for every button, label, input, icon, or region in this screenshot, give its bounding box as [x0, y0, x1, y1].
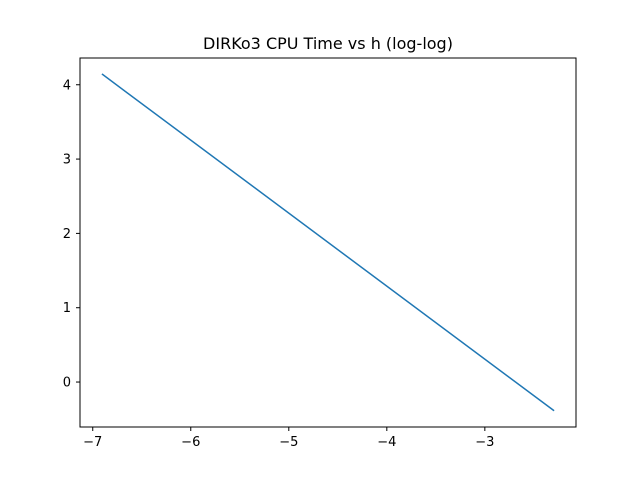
- chart-title: DIRKo3 CPU Time vs h (log-log): [203, 34, 453, 53]
- plot-area: −7 −6 −5 −4 −3 0 1 2 3 4: [63, 57, 577, 450]
- x-tick-label-2: −5: [279, 435, 298, 450]
- x-tick-label-0: −7: [83, 435, 102, 450]
- series-line-0: [101, 73, 555, 412]
- y-tick-label-0: 0: [63, 376, 71, 391]
- y-tick-label-2: 2: [63, 227, 71, 242]
- x-tick-label-4: −3: [475, 435, 494, 450]
- axes-frame: [79, 57, 577, 428]
- x-tick-label-3: −4: [377, 435, 396, 450]
- x-tick-label-1: −6: [181, 435, 200, 450]
- y-tick-label-3: 3: [63, 153, 71, 168]
- y-tick-label-4: 4: [63, 78, 71, 93]
- y-tick-label-1: 1: [63, 301, 71, 316]
